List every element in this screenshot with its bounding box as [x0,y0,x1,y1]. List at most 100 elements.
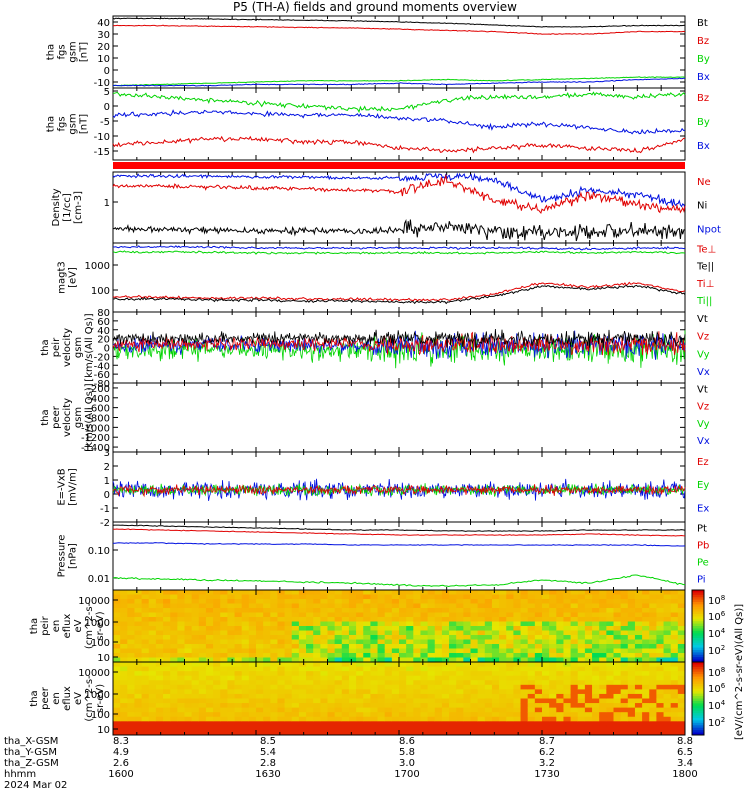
spectro-cell [134,648,143,654]
legend-Pi: Pi [697,574,706,585]
spectro-cell [484,653,493,658]
spectro-cell [127,675,135,681]
spectro-cell [241,662,250,668]
spectro-cell [427,666,436,672]
spectro-cell [592,675,600,681]
spectro-cell [334,617,343,622]
spectro-cell [577,648,586,654]
spectro-cell [127,639,135,645]
spectro-cell [298,712,307,718]
spectro-cell [656,675,665,681]
spectro-cell [499,666,507,672]
spectro-cell [227,621,236,627]
spectro-cell [513,721,522,727]
spectro-cell [356,730,364,736]
spectro-cell [649,621,657,627]
colorbar-cell [692,647,704,651]
spectro-cell [148,657,157,663]
spectro-cell [627,648,636,654]
spectro-cell [363,608,371,613]
spectro-cell [599,644,607,649]
spectro-cell [642,644,650,649]
spectro-cell [599,648,607,654]
spectro-cell [434,639,443,645]
spectro-cell [491,712,500,718]
spectro-cell [198,689,207,695]
colorbar-cell [692,599,704,603]
spectro-cell [506,684,514,690]
spectro-cell [556,644,564,649]
spectro-cell [127,644,135,649]
spectro-cell [234,653,243,658]
spectro-cell [120,725,128,731]
spectro-cell [320,671,328,677]
y-tick-label: 1 [104,476,110,487]
spectro-cell [456,608,464,613]
spectro-cell [527,725,536,731]
spectro-cell [563,725,572,731]
spectro-cell [599,684,607,690]
spectro-cell [656,698,665,704]
spectro-cell [248,716,257,722]
spectro-cell [406,648,414,654]
spectro-cell [377,680,386,686]
spectro-cell [463,626,471,631]
spectro-cell [148,725,157,731]
spectro-cell [191,653,200,658]
spectro-cell [556,662,564,668]
colorbar-cell [692,708,704,712]
spectro-cell [313,621,321,627]
spectro-cell [463,716,471,722]
spectro-cell [656,662,665,668]
spectro-cell [263,675,271,681]
spectro-cell [470,684,479,690]
spectro-cell [456,630,464,636]
spectro-cell [506,612,514,618]
spectro-cell [298,603,307,609]
spectro-cell [141,707,150,713]
spectro-cell [320,653,328,658]
spectro-cell [577,693,586,699]
y-axis-label: [cm-3] [73,191,84,224]
spectro-cell [363,621,371,627]
spectro-cell [120,675,128,681]
spectro-cell [670,603,679,609]
spectro-cell [377,612,386,618]
spectro-cell [677,635,686,640]
spectro-cell [549,730,557,736]
spectro-cell [277,712,286,718]
spectro-cell [148,617,157,622]
spectro-cell [170,630,178,636]
spectro-cell [313,712,321,718]
spectro-cell [270,657,278,663]
spectro-cell [241,707,250,713]
colorbar-cell [692,602,704,605]
spectro-cell [470,689,479,695]
spectro-cell [627,599,636,604]
spectro-cell [513,671,522,677]
legend-Vt: Vt [697,384,708,395]
spectro-cell [205,648,214,654]
spectro-cell [534,725,543,731]
spectro-cell [399,689,407,695]
spectro-cell [377,707,386,713]
spectro-cell [606,644,614,649]
spectro-cell [542,630,550,636]
y-axis-label: gsm [73,337,84,358]
legend-By: By [697,117,710,128]
spectro-cell [113,671,121,677]
spectro-cell [148,721,157,727]
spectro-cell [499,626,507,631]
spectro-cell [177,644,185,649]
spectro-cell [620,721,629,727]
spectro-cell [370,680,379,686]
spectro-cell [198,617,207,622]
spectro-cell [620,689,629,695]
spectro-cell [177,657,185,663]
spectro-cell [298,730,307,736]
spectro-cell [370,653,379,658]
spectro-cell [363,680,371,686]
spectro-cell [263,689,271,695]
series-Bx [112,135,685,154]
y-tick-label: 30 [97,30,110,41]
